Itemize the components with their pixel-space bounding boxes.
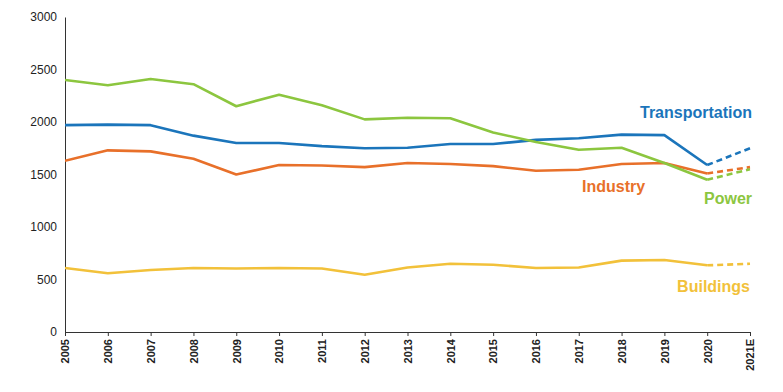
x-tick-mark xyxy=(322,332,323,336)
x-tick-mark xyxy=(493,332,494,336)
y-tick: 0 xyxy=(50,325,65,339)
x-tick-label: 2013 xyxy=(402,339,414,363)
y-tick-label: 500 xyxy=(37,273,57,287)
x-tick-label: 2007 xyxy=(145,339,157,363)
x-tick-label: 2005 xyxy=(59,339,71,363)
x-tick-label: 2015 xyxy=(487,339,499,363)
x-tick-mark xyxy=(536,332,537,336)
x-tick: 2010 xyxy=(273,332,285,363)
x-axis: 2005 2006 2007 2008 2009 2010 2011 2012 2013 2014… xyxy=(59,332,756,371)
y-axis: 0 500 1000 1500 2000 2500 3000 xyxy=(30,10,65,339)
series-label: Industry xyxy=(582,178,645,195)
series-line-estimate xyxy=(707,169,750,180)
y-tick-label: 2000 xyxy=(30,115,57,129)
x-tick-mark xyxy=(65,332,66,336)
chart: 0 500 1000 1500 2000 2500 3000 2005 2006 2007 2008… xyxy=(0,0,783,392)
x-tick-label: 2006 xyxy=(102,339,114,363)
series-line-estimate xyxy=(707,167,750,173)
x-tick-mark xyxy=(151,332,152,336)
x-tick: 2012 xyxy=(359,332,371,363)
x-tick: 2008 xyxy=(188,332,200,363)
x-tick-label: 2012 xyxy=(359,339,371,363)
x-tick: 2006 xyxy=(102,332,114,363)
x-tick-label: 2019 xyxy=(659,339,671,363)
series-line xyxy=(65,260,707,275)
x-tick-label: 2021E xyxy=(744,339,756,371)
x-tick: 2015 xyxy=(487,332,499,363)
x-tick: 2019 xyxy=(659,332,671,363)
x-tick-mark xyxy=(408,332,409,336)
x-tick-label: 2010 xyxy=(273,339,285,363)
x-tick: 2011 xyxy=(316,332,328,363)
x-tick: 2014 xyxy=(445,332,457,363)
x-tick: 2021E xyxy=(744,332,756,371)
x-tick-label: 2014 xyxy=(445,338,457,363)
x-tick-label: 2020 xyxy=(702,339,714,363)
x-tick-mark xyxy=(664,332,665,336)
x-tick: 2013 xyxy=(402,332,414,363)
y-tick: 1000 xyxy=(30,220,65,234)
x-axis-line xyxy=(66,333,751,337)
x-tick-mark xyxy=(750,332,751,336)
x-tick: 2009 xyxy=(231,332,243,363)
y-tick-label: 2500 xyxy=(30,63,57,77)
x-tick-mark xyxy=(622,332,623,336)
series-line xyxy=(65,150,707,174)
series-label: Power xyxy=(704,190,752,207)
y-tick: 2000 xyxy=(30,115,65,129)
x-tick: 2007 xyxy=(145,332,157,363)
y-tick: 1500 xyxy=(30,168,65,182)
x-tick: 2016 xyxy=(530,332,542,363)
x-tick-mark xyxy=(450,332,451,336)
y-tick-label: 1500 xyxy=(30,168,57,182)
y-axis-line xyxy=(65,18,66,333)
x-tick: 2005 xyxy=(59,332,71,363)
series-line-estimate xyxy=(707,148,750,165)
y-tick-label: 3000 xyxy=(30,10,57,24)
x-tick-label: 2017 xyxy=(573,339,585,363)
y-tick-label: 0 xyxy=(50,325,57,339)
y-tick: 500 xyxy=(37,273,65,287)
series-line xyxy=(65,79,707,180)
x-tick-mark xyxy=(707,332,708,336)
series-line xyxy=(65,125,707,165)
x-tick-label: 2008 xyxy=(188,339,200,363)
x-tick-label: 2018 xyxy=(616,339,628,363)
x-tick-mark xyxy=(279,332,280,336)
y-tick: 2500 xyxy=(30,63,65,77)
y-tick: 3000 xyxy=(30,10,65,24)
x-tick-mark xyxy=(236,332,237,336)
x-tick-mark xyxy=(193,332,194,336)
series-line-estimate xyxy=(707,264,750,266)
x-tick-mark xyxy=(365,332,366,336)
x-tick: 2017 xyxy=(573,332,585,363)
x-tick-label: 2016 xyxy=(530,339,542,363)
x-tick: 2020 xyxy=(702,332,714,363)
x-tick: 2018 xyxy=(616,332,628,363)
x-tick-mark xyxy=(108,332,109,336)
x-tick-label: 2011 xyxy=(316,339,328,363)
series-label: Buildings xyxy=(677,278,750,295)
y-tick-label: 1000 xyxy=(30,220,57,234)
x-tick-mark xyxy=(579,332,580,336)
series-label: Transportation xyxy=(640,104,752,121)
x-tick-label: 2009 xyxy=(231,339,243,363)
